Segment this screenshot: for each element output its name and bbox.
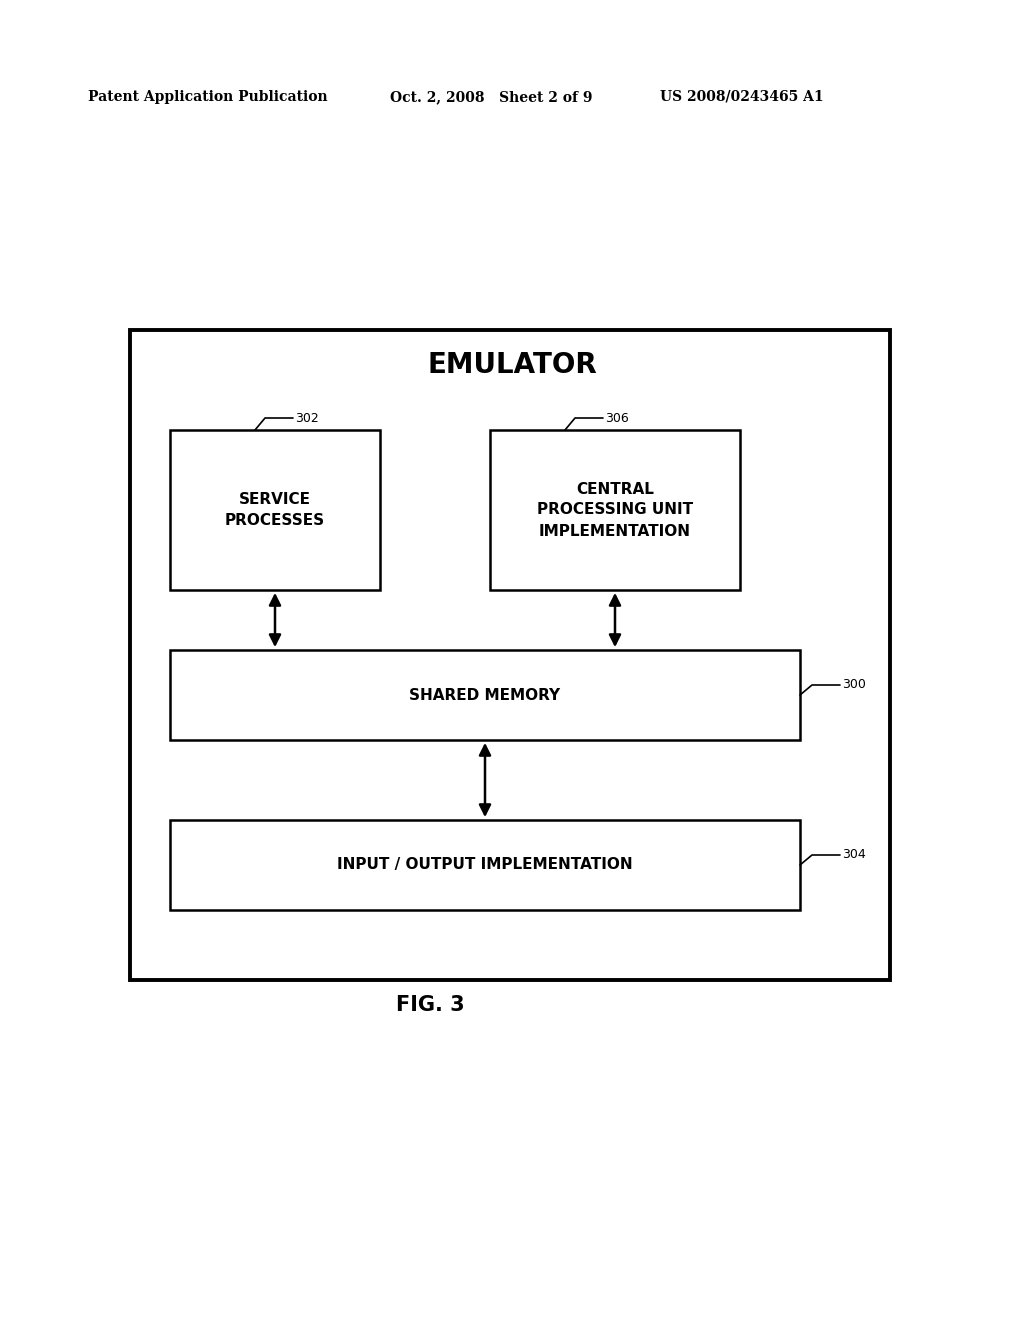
Text: SHARED MEMORY: SHARED MEMORY <box>410 688 560 702</box>
Text: EMULATOR: EMULATOR <box>427 351 597 379</box>
Bar <box>170 649 800 741</box>
Text: SERVICE
PROCESSES: SERVICE PROCESSES <box>225 492 325 528</box>
Text: Patent Application Publication: Patent Application Publication <box>88 90 328 104</box>
Bar <box>170 820 800 909</box>
Text: 304: 304 <box>842 849 865 862</box>
Text: FIG. 3: FIG. 3 <box>395 995 464 1015</box>
Bar <box>130 330 890 979</box>
Text: 306: 306 <box>605 412 629 425</box>
Bar <box>490 430 740 590</box>
Text: US 2008/0243465 A1: US 2008/0243465 A1 <box>660 90 823 104</box>
Text: INPUT / OUTPUT IMPLEMENTATION: INPUT / OUTPUT IMPLEMENTATION <box>337 858 633 873</box>
Text: 300: 300 <box>842 678 866 692</box>
Text: 302: 302 <box>295 412 318 425</box>
Bar <box>170 430 380 590</box>
Text: Oct. 2, 2008   Sheet 2 of 9: Oct. 2, 2008 Sheet 2 of 9 <box>390 90 593 104</box>
Text: CENTRAL
PROCESSING UNIT
IMPLEMENTATION: CENTRAL PROCESSING UNIT IMPLEMENTATION <box>537 482 693 539</box>
